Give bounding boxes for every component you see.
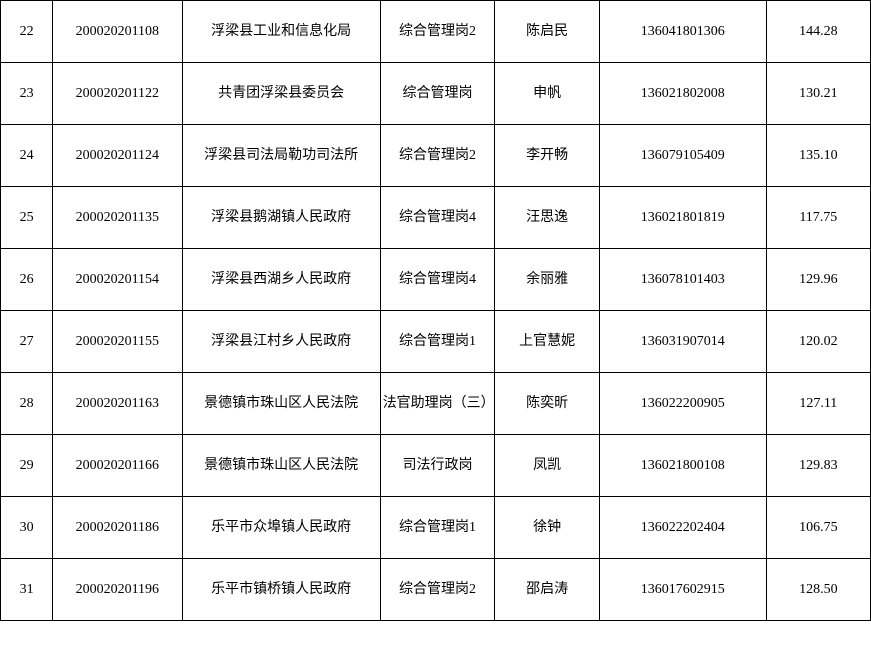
cell-score: 129.96	[766, 249, 870, 311]
cell-code: 200020201186	[53, 497, 182, 559]
table-row: 22200020201108浮梁县工业和信息化局综合管理岗2陈启民1360418…	[1, 1, 871, 63]
table-row: 24200020201124浮梁县司法局勒功司法所综合管理岗2李开畅136079…	[1, 125, 871, 187]
cell-num: 13607810140​3	[599, 249, 766, 311]
cell-num: 13602180181​9	[599, 187, 766, 249]
cell-code: 200020201163	[53, 373, 182, 435]
table-body: 22200020201108浮梁县工业和信息化局综合管理岗2陈启民1360418…	[1, 1, 871, 621]
cell-num: 13607910540​9	[599, 125, 766, 187]
cell-code: 200020201124	[53, 125, 182, 187]
cell-num: 13602220090​5	[599, 373, 766, 435]
table-row: 26200020201154浮梁县西湖乡人民政府综合管理岗4余丽雅1360781…	[1, 249, 871, 311]
cell-idx: 28	[1, 373, 53, 435]
cell-name: 李开畅	[495, 125, 599, 187]
table-row: 30200020201186乐平市众埠镇人民政府综合管理岗1徐钟13602220…	[1, 497, 871, 559]
cell-num: 13602180010​8	[599, 435, 766, 497]
cell-code: 200020201154	[53, 249, 182, 311]
cell-score: 106.75	[766, 497, 870, 559]
cell-org: 乐平市众埠镇人民政府	[182, 497, 380, 559]
cell-name: 上官慧妮	[495, 311, 599, 373]
cell-code: 200020201196	[53, 559, 182, 621]
cell-org: 景德镇市珠山区人民法院	[182, 435, 380, 497]
cell-code: 200020201155	[53, 311, 182, 373]
cell-name: 汪思逸	[495, 187, 599, 249]
table-row: 25200020201135浮梁县鹅湖镇人民政府综合管理岗4汪思逸1360218…	[1, 187, 871, 249]
cell-name: 陈启民	[495, 1, 599, 63]
table-row: 29200020201166景德镇市珠山区人民法院司法行政岗凤凯13602180…	[1, 435, 871, 497]
table-row: 27200020201155浮梁县江村乡人民政府综合管理岗1上官慧妮136031…	[1, 311, 871, 373]
cell-org: 共青团浮梁县委员会	[182, 63, 380, 125]
cell-score: 128.50	[766, 559, 870, 621]
cell-idx: 22	[1, 1, 53, 63]
cell-num: 13602220240​4	[599, 497, 766, 559]
cell-num: 13601760291​5	[599, 559, 766, 621]
cell-post: 综合管理岗4	[380, 249, 495, 311]
cell-num: 13602180200​8	[599, 63, 766, 125]
cell-post: 综合管理岗2	[380, 1, 495, 63]
cell-idx: 25	[1, 187, 53, 249]
cell-post: 综合管理岗4	[380, 187, 495, 249]
cell-org: 景德镇市珠山区人民法院	[182, 373, 380, 435]
cell-org: 浮梁县司法局勒功司法所	[182, 125, 380, 187]
cell-org: 乐平市镇桥镇人民政府	[182, 559, 380, 621]
cell-idx: 31	[1, 559, 53, 621]
cell-idx: 30	[1, 497, 53, 559]
cell-idx: 23	[1, 63, 53, 125]
table-row: 28200020201163景德镇市珠山区人民法院法官助理岗（三）陈奕昕1360…	[1, 373, 871, 435]
cell-code: 200020201122	[53, 63, 182, 125]
cell-org: 浮梁县工业和信息化局	[182, 1, 380, 63]
cell-post: 综合管理岗	[380, 63, 495, 125]
cell-code: 200020201108	[53, 1, 182, 63]
data-table-container: 22200020201108浮梁县工业和信息化局综合管理岗2陈启民1360418…	[0, 0, 871, 621]
data-table: 22200020201108浮梁县工业和信息化局综合管理岗2陈启民1360418…	[0, 0, 871, 621]
cell-score: 129.83	[766, 435, 870, 497]
cell-name: 陈奕昕	[495, 373, 599, 435]
cell-score: 117.75	[766, 187, 870, 249]
cell-code: 200020201166	[53, 435, 182, 497]
cell-code: 200020201135	[53, 187, 182, 249]
cell-score: 144.28	[766, 1, 870, 63]
cell-name: 邵启涛	[495, 559, 599, 621]
cell-post: 司法行政岗	[380, 435, 495, 497]
cell-score: 120.02	[766, 311, 870, 373]
cell-num: 13604180130​6	[599, 1, 766, 63]
table-row: 23200020201122共青团浮梁县委员会综合管理岗申帆1360218020…	[1, 63, 871, 125]
cell-score: 135.10	[766, 125, 870, 187]
cell-num: 13603190701​4	[599, 311, 766, 373]
cell-name: 余丽雅	[495, 249, 599, 311]
cell-idx: 24	[1, 125, 53, 187]
cell-post: 综合管理岗2	[380, 125, 495, 187]
cell-idx: 29	[1, 435, 53, 497]
cell-post: 综合管理岗1	[380, 311, 495, 373]
cell-post: 综合管理岗1	[380, 497, 495, 559]
cell-name: 徐钟	[495, 497, 599, 559]
cell-score: 130.21	[766, 63, 870, 125]
cell-post: 法官助理岗（三）	[380, 373, 495, 435]
cell-name: 申帆	[495, 63, 599, 125]
cell-name: 凤凯	[495, 435, 599, 497]
table-row: 31200020201196乐平市镇桥镇人民政府综合管理岗2邵启涛1360176…	[1, 559, 871, 621]
cell-idx: 27	[1, 311, 53, 373]
cell-org: 浮梁县江村乡人民政府	[182, 311, 380, 373]
cell-score: 127.11	[766, 373, 870, 435]
cell-idx: 26	[1, 249, 53, 311]
cell-post: 综合管理岗2	[380, 559, 495, 621]
cell-org: 浮梁县鹅湖镇人民政府	[182, 187, 380, 249]
cell-org: 浮梁县西湖乡人民政府	[182, 249, 380, 311]
